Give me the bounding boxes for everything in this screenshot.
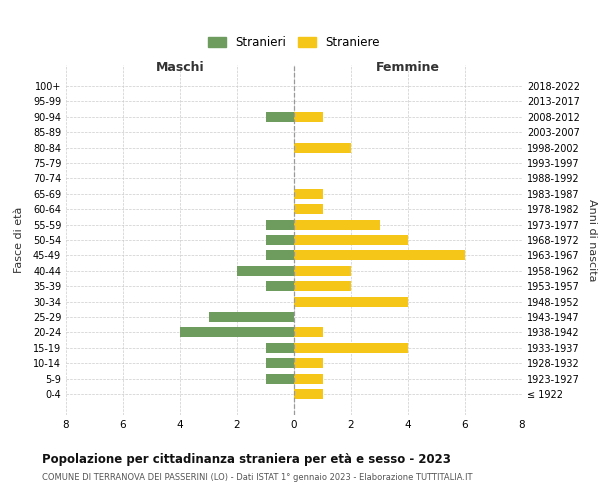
Bar	[294, 220, 380, 230]
Bar	[294, 142, 351, 152]
Bar	[265, 235, 294, 245]
Bar	[265, 374, 294, 384]
Text: Femmine: Femmine	[376, 60, 440, 74]
Bar	[294, 189, 323, 199]
Bar	[265, 112, 294, 122]
Bar	[294, 374, 323, 384]
Bar	[294, 358, 323, 368]
Bar	[294, 296, 408, 306]
Bar	[294, 281, 351, 291]
Bar	[294, 343, 408, 353]
Bar	[294, 235, 408, 245]
Text: COMUNE DI TERRANOVA DEI PASSERINI (LO) - Dati ISTAT 1° gennaio 2023 - Elaborazio: COMUNE DI TERRANOVA DEI PASSERINI (LO) -…	[42, 472, 473, 482]
Bar	[265, 220, 294, 230]
Text: Popolazione per cittadinanza straniera per età e sesso - 2023: Popolazione per cittadinanza straniera p…	[42, 452, 451, 466]
Bar	[294, 266, 351, 276]
Legend: Stranieri, Straniere: Stranieri, Straniere	[208, 36, 380, 49]
Bar	[265, 358, 294, 368]
Bar	[294, 389, 323, 399]
Bar	[265, 250, 294, 260]
Bar	[265, 343, 294, 353]
Bar	[180, 328, 294, 338]
Bar	[265, 281, 294, 291]
Bar	[294, 328, 323, 338]
Bar	[237, 266, 294, 276]
Bar	[294, 204, 323, 214]
Bar	[294, 250, 465, 260]
Y-axis label: Anni di nascita: Anni di nascita	[587, 198, 596, 281]
Y-axis label: Fasce di età: Fasce di età	[14, 207, 25, 273]
Bar	[209, 312, 294, 322]
Bar	[294, 112, 323, 122]
Text: Maschi: Maschi	[155, 60, 205, 74]
